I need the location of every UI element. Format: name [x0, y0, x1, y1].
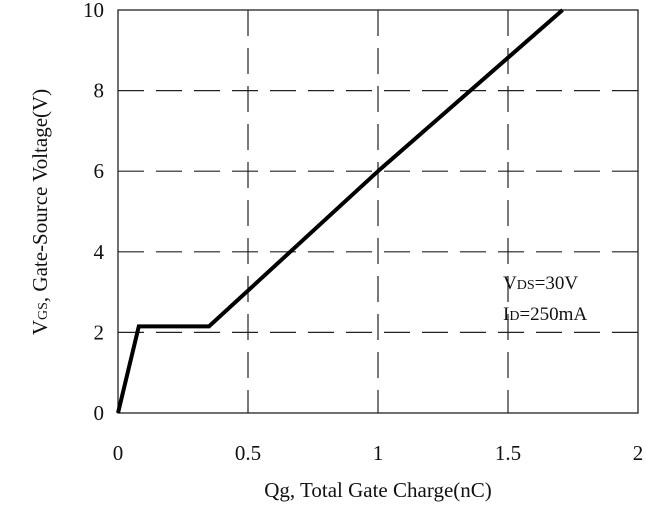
x-tick-label: 1 [373, 441, 384, 465]
y-tick-label: 8 [94, 79, 105, 103]
annotation-vds-rest: =30V [535, 273, 579, 294]
annotation-vds-subscript: DS [517, 278, 535, 293]
grid-lines [118, 10, 638, 413]
series-line [116, 8, 564, 414]
y-axis-label-subscript: GS [36, 302, 51, 320]
x-tick-label: 0.5 [235, 441, 261, 465]
x-tick-label: 2 [633, 441, 644, 465]
x-tick-label: 1.5 [495, 441, 521, 465]
annotation-vds: VDS=30V [503, 273, 578, 294]
y-tick-label: 2 [94, 320, 105, 344]
y-axis-label-rest: , Gate-Source Voltage(V) [28, 89, 52, 302]
annotation-id-rest: =250mA [519, 304, 587, 325]
y-tick-label: 10 [83, 0, 104, 22]
y-tick-label: 4 [94, 240, 105, 264]
annotation-id-subscript: D [509, 309, 519, 324]
y-tick-label: 6 [94, 159, 105, 183]
series-layer [116, 8, 564, 414]
y-axis-label: VGS, Gate-Source Voltage(V) [28, 89, 52, 335]
annotation-vds-prefix: V [503, 273, 517, 294]
x-tick-label: 0 [113, 441, 124, 465]
y-tick-label: 0 [94, 401, 105, 425]
x-axis-label: Qg, Total Gate Charge(nC) [264, 478, 492, 502]
y-axis-label-prefix: V [28, 320, 52, 335]
plot-frame [117, 9, 639, 414]
annotation-id: ID=250mA [503, 304, 587, 325]
axis-ticks: 0 0.5 1 1.5 2 0 2 4 6 8 10 [83, 0, 643, 465]
annotation-id-prefix: I [503, 304, 509, 325]
